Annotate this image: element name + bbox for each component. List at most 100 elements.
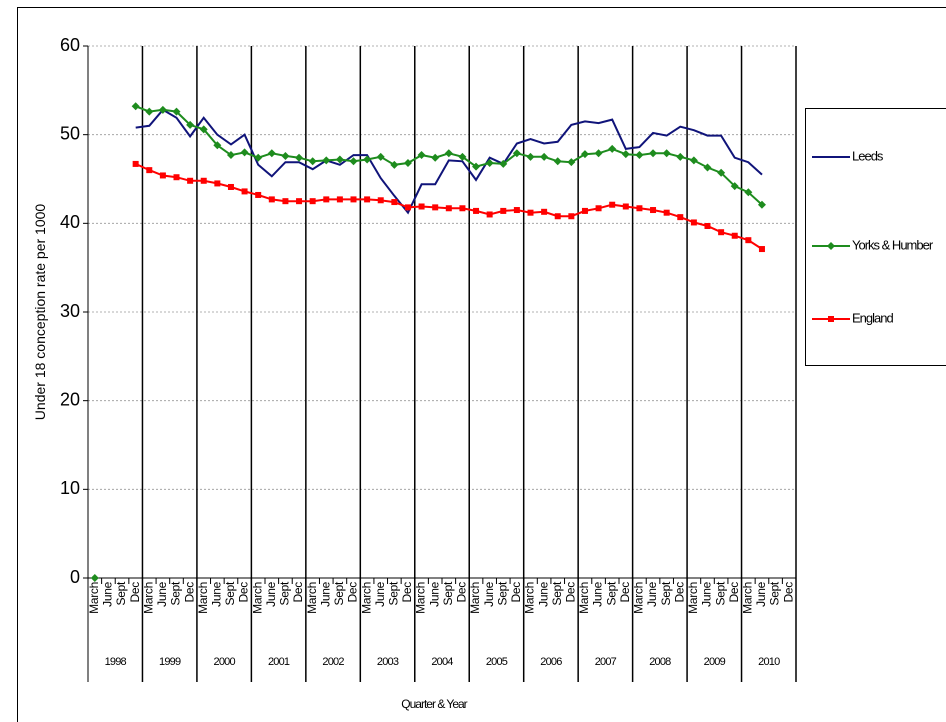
y-tick-label: 20 [60,389,80,409]
data-point [363,155,372,164]
data-point [445,205,452,212]
data-point [403,159,412,168]
data-point [322,156,331,165]
data-point [650,207,657,214]
data-point [308,157,317,166]
x-tick-label: Dec [400,582,414,603]
data-point [186,120,195,129]
data-point [214,180,221,187]
data-point [158,105,167,114]
x-tick-label: June [210,581,224,606]
x-tick-label: March [196,582,210,614]
x-tick-label: Sept [114,581,128,605]
data-point [473,207,480,214]
x-tick-label: June [536,581,550,606]
x-tick-label: Dec [781,582,795,603]
year-label: 2000 [214,656,236,668]
year-label: 2004 [431,656,453,668]
x-tick-label: Sept [169,581,183,605]
data-point [595,205,602,212]
x-tick-label: March [741,582,755,614]
x-tick-label: June [101,581,115,606]
data-point [486,211,493,218]
data-point [131,102,140,111]
data-point [364,196,371,203]
data-point [444,149,453,158]
x-tick-label: March [359,582,373,614]
y-tick-label: 40 [60,212,80,232]
data-point [199,125,208,134]
year-label: 2005 [486,656,508,668]
data-point [146,167,153,174]
chart-frame [17,7,946,722]
data-point [540,152,549,161]
year-label: 1998 [105,656,127,668]
data-point [690,219,697,226]
series-line [135,108,763,215]
data-point [677,214,684,221]
y-tick-label: 10 [60,478,80,498]
x-tick-label: March [468,582,482,614]
legend-marker [827,242,835,250]
data-point [581,207,588,214]
data-point [458,152,467,161]
data-point [267,149,276,158]
data-point [594,149,603,158]
data-point [621,150,630,159]
data-point [268,196,275,203]
data-point [554,213,561,220]
year-label: 2002 [322,656,344,668]
y-tick-label: 0 [70,567,80,587]
x-tick-label: March [305,582,319,614]
data-point [553,157,562,166]
year-label: 2001 [268,656,290,668]
y-axis-title: Under 18 conception rate per 1000 [32,204,48,421]
data-point [417,151,426,160]
data-point [609,201,616,208]
x-tick-label: Dec [672,582,686,603]
y-tick-label: 30 [60,301,80,321]
data-point [731,232,738,239]
x-tick-label: June [700,581,714,606]
data-point [172,107,181,116]
data-point [500,207,507,214]
year-label: 2009 [704,656,726,668]
x-tick-label: June [482,581,496,606]
data-point [567,158,576,167]
data-point [663,209,670,216]
data-point [689,156,698,165]
data-point [255,191,262,198]
data-point [704,222,711,229]
x-tick-label: Sept [550,581,564,605]
data-point [485,159,494,168]
data-point [241,188,248,195]
legend-marker [828,316,834,322]
data-point [568,213,575,220]
x-tick-label: March [632,582,646,614]
data-point [635,151,644,160]
x-tick-label: June [373,581,387,606]
data-point [512,149,521,158]
data-point [527,209,534,216]
x-tick-label: Sept [441,581,455,605]
data-point [757,200,766,209]
x-tick-label: Dec [182,582,196,603]
legend-label: Leeds [852,148,884,163]
x-tick-label: Dec [455,582,469,603]
data-point [187,177,194,184]
data-point [676,152,685,161]
year-label: 2007 [595,656,617,668]
x-tick-label: Dec [291,582,305,603]
x-tick-label: Dec [237,582,251,603]
x-tick-label: June [155,581,169,606]
data-point [649,149,658,158]
data-point [159,172,166,179]
data-point [336,196,343,203]
data-point [391,199,398,206]
data-point [418,203,425,210]
x-tick-label: Dec [727,582,741,603]
x-tick-label: March [250,582,264,614]
x-tick-label: June [264,581,278,606]
legend-label: Yorks & Humber [852,237,934,252]
legend-label: England [852,310,893,325]
